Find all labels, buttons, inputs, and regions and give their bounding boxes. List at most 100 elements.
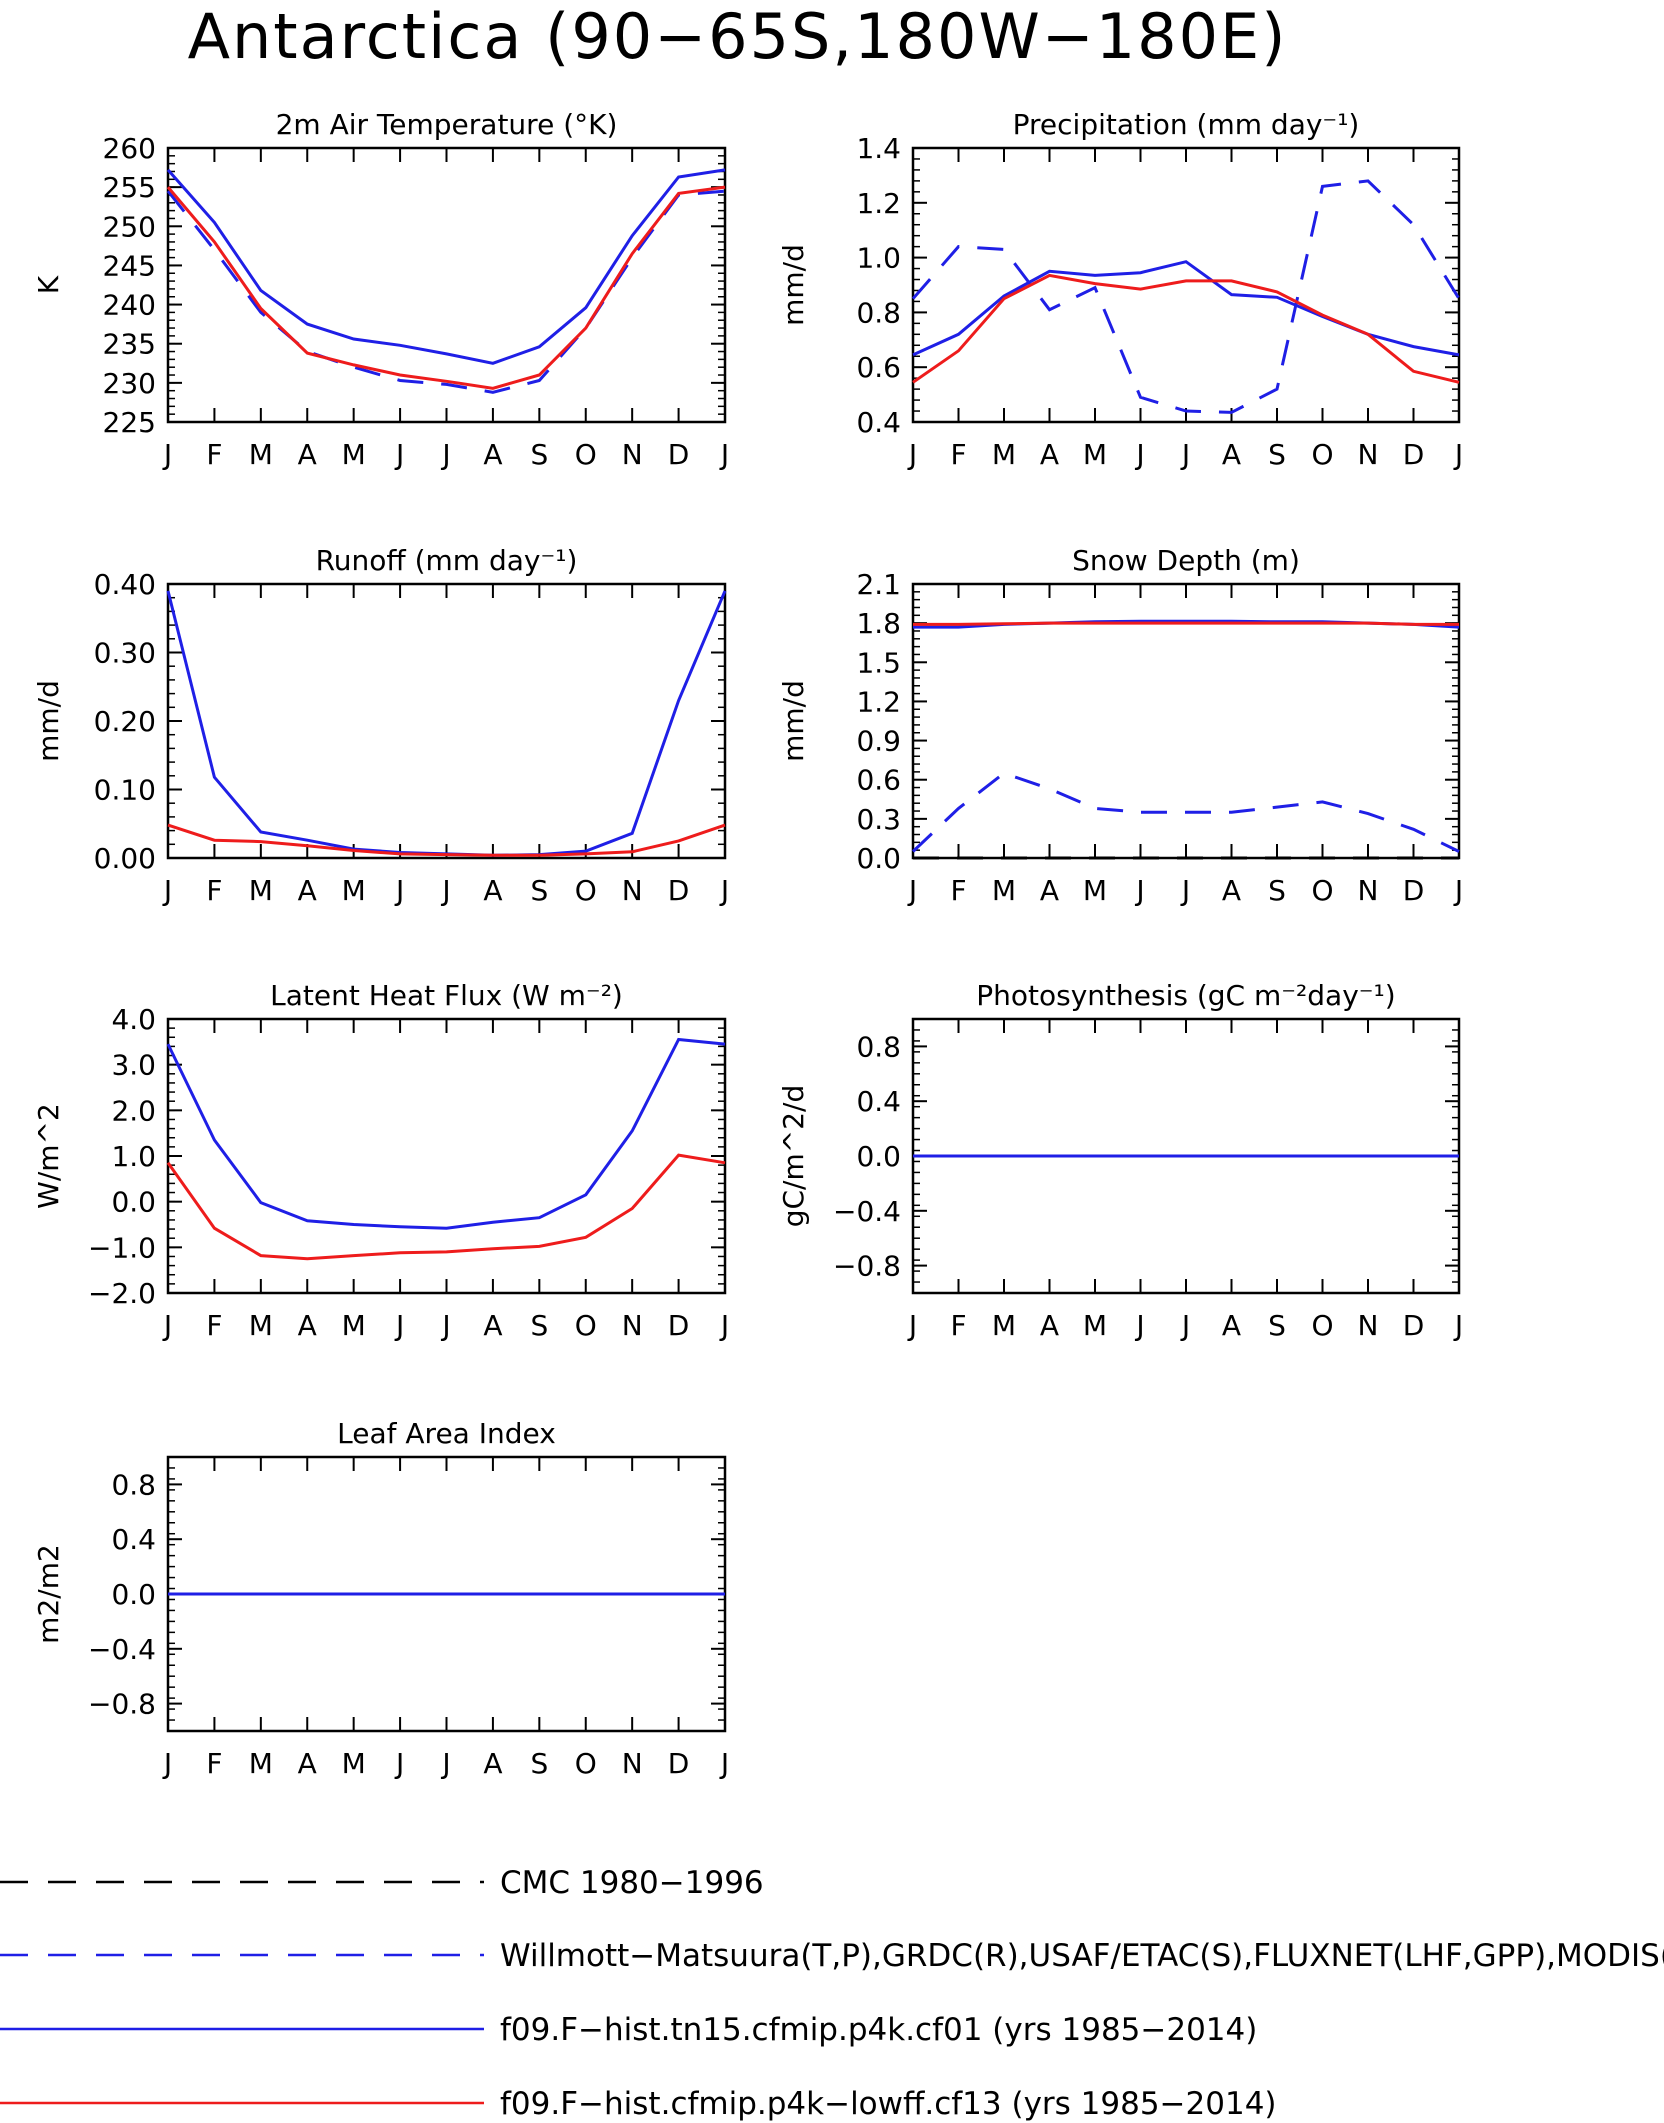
x-tick-label: N xyxy=(622,1747,643,1780)
x-tick-label: A xyxy=(298,874,317,907)
x-tick-label: J xyxy=(394,874,404,907)
x-tick-label: F xyxy=(206,874,222,907)
y-tick-label: −2.0 xyxy=(88,1277,156,1310)
x-tick-label: S xyxy=(530,438,548,471)
x-tick-label: M xyxy=(249,874,273,907)
x-tick-label: N xyxy=(622,438,643,471)
y-tick-label: 0.4 xyxy=(111,1523,156,1556)
x-tick-label: N xyxy=(1358,874,1379,907)
x-tick-label: N xyxy=(622,874,643,907)
x-tick-label: F xyxy=(950,874,966,907)
x-tick-label: J xyxy=(1134,438,1144,471)
x-tick-label: M xyxy=(1083,874,1107,907)
series-line-2 xyxy=(166,1153,726,1261)
y-tick-label: 1.5 xyxy=(856,646,901,679)
x-tick-label: J xyxy=(440,874,450,907)
chart-title: Photosynthesis (gC m⁻²day⁻¹) xyxy=(976,979,1395,1012)
x-tick-label: A xyxy=(483,1747,502,1780)
legend-label-3: f09.F−hist.tn15.cfmip.p4k.cf01 (yrs 1985… xyxy=(500,2012,1257,2048)
page-title: Antarctica (90−65S,180W−180E) xyxy=(187,0,1288,73)
y-tick-label: 0.30 xyxy=(94,637,156,670)
y-tick-label: −0.4 xyxy=(88,1633,156,1666)
chart-title: Precipitation (mm day⁻¹) xyxy=(1013,108,1360,141)
x-tick-label: F xyxy=(950,438,966,471)
chart-title: Snow Depth (m) xyxy=(1072,544,1300,577)
series-line-1 xyxy=(166,1037,726,1230)
x-tick-label: D xyxy=(668,438,690,471)
y-tick-label: 2.0 xyxy=(111,1094,156,1127)
x-tick-label: A xyxy=(483,1309,502,1342)
y-tick-label: 0.0 xyxy=(856,842,901,875)
y-tick-label: 240 xyxy=(103,289,156,322)
series-line-1 xyxy=(166,189,726,394)
series-line-3 xyxy=(166,185,726,390)
x-tick-label: N xyxy=(622,1309,643,1342)
legend-label-4: f09.F−hist.cfmip.p4k−lowff.cf13 (yrs 198… xyxy=(500,2086,1277,2122)
y-tick-label: 255 xyxy=(103,171,156,204)
x-tick-label: M xyxy=(342,1309,366,1342)
x-tick-label: J xyxy=(719,874,729,907)
y-tick-label: 2.1 xyxy=(856,568,901,601)
x-tick-label: D xyxy=(1403,438,1425,471)
x-tick-label: J xyxy=(162,1309,172,1342)
y-tick-label: 0.4 xyxy=(856,1085,901,1118)
x-tick-label: J xyxy=(1180,874,1190,907)
x-tick-label: J xyxy=(394,1309,404,1342)
chart-title: Runoff (mm day⁻¹) xyxy=(316,544,578,577)
x-tick-label: O xyxy=(575,874,597,907)
y-tick-label: 1.2 xyxy=(856,685,901,718)
y-tick-label: 0.3 xyxy=(856,803,901,836)
x-tick-label: J xyxy=(1180,438,1190,471)
y-tick-label: 0.8 xyxy=(111,1468,156,1501)
x-tick-label: F xyxy=(206,1747,222,1780)
x-tick-label: S xyxy=(1268,438,1286,471)
y-tick-label: 0.00 xyxy=(94,842,156,875)
chart-panel-4: Snow Depth (m) mm/d 0.0 0.3 0.6 0.9 1.2 1.5 1.8 2… xyxy=(777,544,1463,907)
x-tick-label: J xyxy=(162,1747,172,1780)
x-tick-label: O xyxy=(1311,438,1333,471)
y-tick-label: 250 xyxy=(103,210,156,243)
x-tick-label: F xyxy=(950,1309,966,1342)
x-tick-label: O xyxy=(575,1309,597,1342)
x-tick-label: J xyxy=(1453,1309,1463,1342)
x-tick-label: J xyxy=(440,1309,450,1342)
y-axis-label: W/m^2 xyxy=(32,1103,65,1209)
y-tick-label: 0.8 xyxy=(856,1030,901,1063)
y-tick-label: 1.0 xyxy=(856,242,901,275)
x-tick-label: M xyxy=(1083,1309,1107,1342)
x-tick-label: A xyxy=(1040,1309,1059,1342)
x-tick-label: J xyxy=(394,438,404,471)
x-tick-label: O xyxy=(575,1747,597,1780)
x-tick-label: A xyxy=(298,1309,317,1342)
y-tick-label: 1.4 xyxy=(856,132,901,165)
series-line-2 xyxy=(166,168,726,365)
x-tick-label: J xyxy=(1453,874,1463,907)
y-tick-label: 245 xyxy=(103,249,156,282)
x-tick-label: J xyxy=(440,1747,450,1780)
y-axis-label: mm/d xyxy=(777,680,810,762)
x-tick-label: M xyxy=(342,1747,366,1780)
y-tick-label: 0.8 xyxy=(856,296,901,329)
y-tick-label: 1.8 xyxy=(856,607,901,640)
y-tick-label: 0.6 xyxy=(856,351,901,384)
y-tick-label: 0.0 xyxy=(111,1186,156,1219)
series-line-2 xyxy=(911,771,1460,853)
y-tick-label: −1.0 xyxy=(88,1231,156,1264)
x-tick-label: A xyxy=(298,1747,317,1780)
y-tick-label: 0.0 xyxy=(856,1140,901,1173)
x-tick-label: M xyxy=(1083,438,1107,471)
x-tick-label: D xyxy=(668,1747,690,1780)
x-tick-label: J xyxy=(1134,1309,1144,1342)
y-axis-label: m2/m2 xyxy=(32,1544,65,1644)
y-tick-label: 1.2 xyxy=(856,187,901,220)
x-tick-label: A xyxy=(1222,438,1241,471)
x-tick-label: J xyxy=(162,438,172,471)
x-tick-label: A xyxy=(483,874,502,907)
y-tick-label: 0.20 xyxy=(94,705,156,738)
x-tick-label: J xyxy=(719,1747,729,1780)
x-tick-label: J xyxy=(719,1309,729,1342)
x-tick-label: J xyxy=(1134,874,1144,907)
x-tick-label: D xyxy=(668,1309,690,1342)
